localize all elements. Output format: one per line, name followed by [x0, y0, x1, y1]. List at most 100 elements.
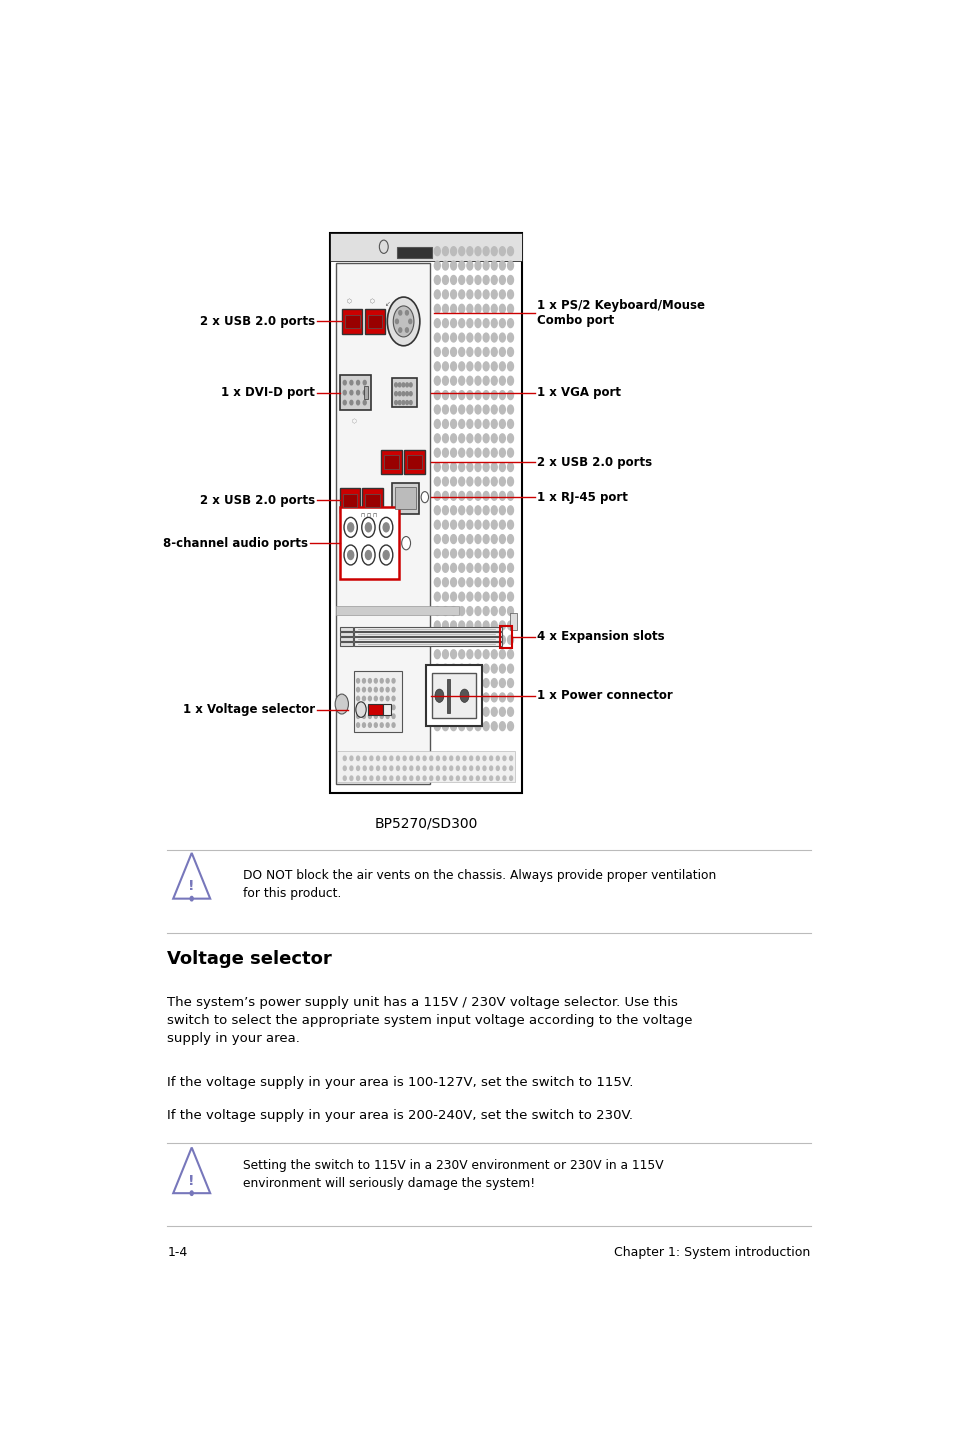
Circle shape: [347, 523, 354, 532]
Circle shape: [376, 777, 379, 781]
Circle shape: [442, 766, 446, 771]
Circle shape: [442, 521, 448, 529]
Circle shape: [344, 518, 357, 538]
Circle shape: [482, 766, 485, 771]
Circle shape: [383, 766, 386, 771]
Circle shape: [507, 664, 513, 673]
Circle shape: [450, 607, 456, 615]
Circle shape: [442, 636, 448, 644]
Circle shape: [491, 334, 497, 342]
Circle shape: [450, 722, 456, 731]
Circle shape: [466, 506, 473, 515]
Circle shape: [450, 305, 456, 313]
Circle shape: [434, 477, 440, 486]
Circle shape: [458, 636, 464, 644]
Circle shape: [442, 492, 448, 500]
Circle shape: [482, 592, 489, 601]
Bar: [392, 378, 416, 407]
Circle shape: [475, 262, 480, 270]
Circle shape: [370, 777, 373, 781]
Circle shape: [482, 607, 489, 615]
Circle shape: [434, 449, 440, 457]
Circle shape: [491, 362, 497, 371]
Circle shape: [450, 693, 456, 702]
Circle shape: [442, 607, 448, 615]
Circle shape: [434, 535, 440, 544]
Circle shape: [434, 362, 440, 371]
Circle shape: [475, 636, 480, 644]
Circle shape: [482, 535, 489, 544]
Bar: [354, 641, 501, 646]
Circle shape: [482, 434, 489, 443]
Circle shape: [491, 391, 497, 400]
Circle shape: [466, 592, 473, 601]
Circle shape: [475, 535, 480, 544]
Text: 8-channel audio ports: 8-channel audio ports: [163, 536, 308, 549]
Circle shape: [403, 756, 406, 761]
Circle shape: [450, 477, 456, 486]
Circle shape: [356, 705, 359, 709]
Circle shape: [434, 693, 440, 702]
Polygon shape: [173, 1148, 210, 1194]
Circle shape: [458, 492, 464, 500]
Circle shape: [458, 262, 464, 270]
Circle shape: [507, 406, 513, 414]
Circle shape: [450, 262, 456, 270]
Circle shape: [462, 777, 465, 781]
Circle shape: [401, 383, 404, 387]
Circle shape: [434, 492, 440, 500]
Text: BP5270/SD300: BP5270/SD300: [374, 817, 477, 831]
Circle shape: [499, 463, 505, 472]
Circle shape: [507, 434, 513, 443]
Circle shape: [434, 664, 440, 673]
Circle shape: [499, 592, 505, 601]
Circle shape: [380, 679, 383, 683]
Circle shape: [496, 777, 498, 781]
Bar: [446, 679, 450, 713]
Circle shape: [456, 777, 459, 781]
Circle shape: [190, 896, 193, 900]
Circle shape: [482, 664, 489, 673]
Circle shape: [436, 766, 439, 771]
Circle shape: [362, 723, 365, 728]
Circle shape: [499, 348, 505, 357]
Circle shape: [475, 722, 480, 731]
Circle shape: [491, 636, 497, 644]
Circle shape: [374, 723, 376, 728]
Circle shape: [379, 240, 388, 253]
Circle shape: [476, 766, 478, 771]
Circle shape: [476, 756, 478, 761]
Text: Setting the switch to 115V in a 230V environment or 230V in a 115V
environment w: Setting the switch to 115V in a 230V env…: [243, 1159, 663, 1191]
Text: 1 x VGA port: 1 x VGA port: [537, 387, 620, 400]
Circle shape: [398, 328, 401, 332]
Circle shape: [458, 477, 464, 486]
Circle shape: [335, 695, 348, 715]
Circle shape: [379, 518, 393, 538]
Circle shape: [442, 305, 448, 313]
Circle shape: [466, 578, 473, 587]
Circle shape: [466, 276, 473, 285]
Bar: [354, 631, 501, 636]
Circle shape: [442, 592, 448, 601]
Circle shape: [458, 679, 464, 687]
Circle shape: [489, 756, 492, 761]
Circle shape: [434, 406, 440, 414]
Circle shape: [363, 390, 366, 395]
Circle shape: [434, 434, 440, 443]
Circle shape: [442, 506, 448, 515]
Circle shape: [362, 687, 365, 692]
Bar: [383, 456, 398, 469]
Circle shape: [482, 521, 489, 529]
Circle shape: [507, 707, 513, 716]
Circle shape: [507, 319, 513, 328]
Text: Chapter 1: System introduction: Chapter 1: System introduction: [614, 1245, 810, 1258]
Circle shape: [355, 702, 366, 718]
Circle shape: [499, 391, 505, 400]
Circle shape: [356, 400, 359, 404]
Bar: [407, 456, 421, 469]
Circle shape: [491, 492, 497, 500]
Circle shape: [507, 592, 513, 601]
Circle shape: [482, 707, 489, 716]
Circle shape: [482, 334, 489, 342]
Bar: [364, 309, 385, 334]
